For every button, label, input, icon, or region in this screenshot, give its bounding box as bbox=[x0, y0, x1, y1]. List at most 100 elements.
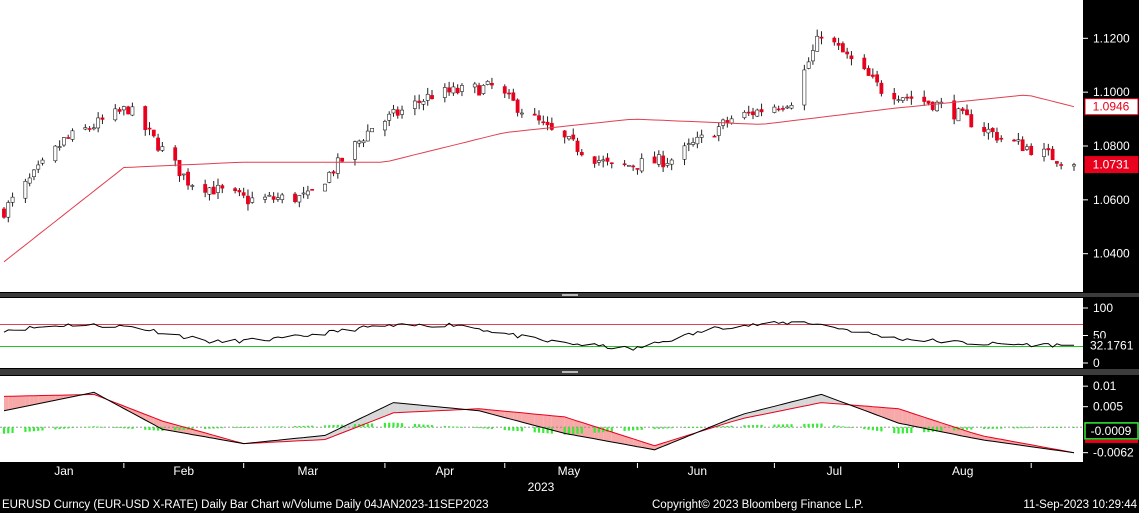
price-tick-label: 1.0800 bbox=[1093, 139, 1130, 153]
candle bbox=[879, 80, 884, 97]
candle bbox=[27, 173, 32, 187]
candle bbox=[305, 185, 310, 199]
histogram-bar bbox=[880, 427, 883, 432]
macd-fill-segment bbox=[778, 404, 783, 412]
macd-fill-segment bbox=[868, 406, 873, 414]
candle bbox=[515, 98, 520, 117]
candle bbox=[896, 95, 901, 103]
candle bbox=[370, 128, 374, 133]
candle bbox=[211, 180, 216, 195]
candle bbox=[297, 194, 302, 208]
rsi-last-value-badge bbox=[1085, 338, 1138, 353]
histogram-bar bbox=[370, 423, 374, 428]
candle bbox=[742, 110, 747, 120]
histogram-bar bbox=[760, 424, 763, 428]
histogram-bar bbox=[871, 427, 874, 431]
histogram-bar bbox=[970, 427, 973, 430]
macd-fill-segment bbox=[898, 408, 903, 424]
histogram-bar bbox=[413, 423, 416, 428]
macd-fill-segment bbox=[363, 414, 368, 425]
macd-fill-segment bbox=[731, 413, 745, 422]
candle bbox=[661, 150, 666, 172]
histogram-bar bbox=[961, 427, 964, 431]
candle bbox=[395, 106, 400, 119]
candle bbox=[507, 89, 511, 99]
macd-fill-segment bbox=[38, 395, 43, 404]
candle bbox=[237, 188, 242, 197]
histogram-bar bbox=[234, 427, 237, 429]
price-panel bbox=[0, 0, 1083, 292]
candle bbox=[716, 122, 721, 142]
candle bbox=[391, 104, 396, 117]
macd-fill-segment bbox=[877, 407, 882, 417]
candle bbox=[519, 108, 524, 118]
macd-fill-segment bbox=[812, 395, 818, 405]
candle bbox=[862, 54, 867, 71]
macd-y-axis: 0.01 0.005 -0.0062 -0.0009 bbox=[1083, 379, 1139, 460]
panel-divider-handle-1[interactable] bbox=[562, 294, 578, 296]
histogram-bar bbox=[721, 426, 725, 428]
candle bbox=[57, 140, 62, 151]
x-axis-year-label: 2023 bbox=[528, 480, 555, 494]
histogram-bar bbox=[263, 426, 267, 428]
histogram-bar bbox=[572, 427, 575, 435]
candle bbox=[250, 191, 255, 204]
candle bbox=[62, 137, 66, 147]
candle bbox=[695, 131, 700, 149]
candle bbox=[216, 178, 220, 200]
candle bbox=[682, 142, 687, 166]
candle bbox=[70, 128, 75, 142]
candle bbox=[755, 108, 760, 117]
candle bbox=[220, 183, 225, 194]
histogram-bar bbox=[204, 427, 207, 429]
candle bbox=[327, 171, 332, 184]
candle bbox=[952, 94, 957, 125]
footer-timestamp: 11-Sep-2023 10:29:44 bbox=[1023, 499, 1137, 511]
histogram-bar bbox=[756, 424, 759, 428]
candle bbox=[1029, 143, 1034, 156]
histogram-bar bbox=[118, 427, 121, 429]
histogram-bar bbox=[341, 424, 344, 428]
histogram-bar bbox=[281, 426, 284, 428]
histogram-bar bbox=[833, 425, 836, 428]
candle bbox=[541, 115, 546, 126]
candle bbox=[575, 137, 580, 156]
macd-fill-segment bbox=[33, 395, 39, 405]
candle bbox=[549, 117, 554, 131]
histogram-bar bbox=[640, 427, 643, 430]
candle bbox=[1054, 161, 1059, 167]
histogram-bar bbox=[1047, 427, 1050, 429]
price-y-axis: 1.1200 1.1000 1.0800 1.0600 1.0400 1.0946 1.07… bbox=[1083, 31, 1139, 261]
macd-histogram-badge bbox=[1084, 422, 1139, 440]
candle bbox=[1059, 162, 1064, 170]
candle bbox=[383, 119, 387, 137]
candle bbox=[691, 137, 695, 147]
candle bbox=[331, 170, 336, 177]
histogram-bar bbox=[995, 427, 999, 429]
candle bbox=[669, 158, 674, 171]
candle bbox=[400, 105, 404, 119]
histogram-bar bbox=[477, 427, 481, 429]
macd-fill-segment bbox=[419, 405, 424, 412]
candle bbox=[455, 84, 460, 95]
histogram-bar bbox=[696, 427, 699, 429]
histogram-bar bbox=[781, 424, 785, 428]
candle bbox=[323, 183, 327, 192]
macd-fill-segment bbox=[162, 421, 176, 432]
macd-fill-segment bbox=[12, 395, 26, 410]
histogram-bar bbox=[717, 426, 720, 428]
macd-fill-segment bbox=[547, 415, 552, 430]
histogram-bar bbox=[811, 423, 815, 428]
histogram-bar bbox=[328, 425, 331, 428]
macd-fill-segment bbox=[834, 399, 839, 404]
candle bbox=[776, 105, 781, 112]
candle bbox=[263, 193, 267, 204]
candle bbox=[922, 90, 927, 106]
candle bbox=[451, 82, 456, 96]
macd-fill-segment bbox=[367, 412, 373, 423]
rsi-panel bbox=[0, 298, 1083, 368]
panel-divider-handle-2[interactable] bbox=[562, 371, 578, 373]
histogram-bar bbox=[657, 427, 660, 429]
histogram-bar bbox=[448, 426, 451, 428]
candle bbox=[609, 162, 614, 169]
